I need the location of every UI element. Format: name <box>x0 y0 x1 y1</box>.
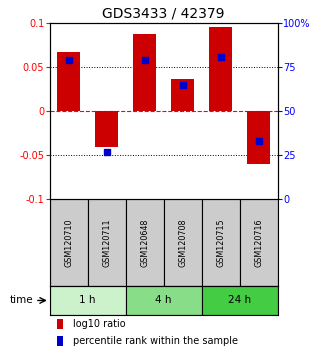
Bar <box>202 200 240 286</box>
Text: 24 h: 24 h <box>228 296 251 306</box>
Point <box>142 57 147 63</box>
Bar <box>240 200 278 286</box>
Text: 4 h: 4 h <box>155 296 172 306</box>
Text: GSM120716: GSM120716 <box>254 218 263 267</box>
Bar <box>171 79 194 111</box>
Bar <box>164 200 202 286</box>
Bar <box>209 27 232 111</box>
Text: GSM120710: GSM120710 <box>64 218 73 267</box>
Point <box>66 57 71 63</box>
Bar <box>88 200 126 286</box>
Point <box>180 82 185 87</box>
Bar <box>202 286 278 315</box>
Text: log10 ratio: log10 ratio <box>73 319 125 329</box>
Text: 1 h: 1 h <box>80 296 96 306</box>
Text: time: time <box>10 296 34 306</box>
Text: GSM120708: GSM120708 <box>178 218 187 267</box>
Point <box>218 54 223 59</box>
Bar <box>56 336 64 346</box>
Text: GSM120711: GSM120711 <box>102 218 111 267</box>
Point <box>104 149 109 155</box>
Text: percentile rank within the sample: percentile rank within the sample <box>73 336 238 346</box>
Bar <box>95 111 118 147</box>
Bar <box>50 200 88 286</box>
Text: GSM120648: GSM120648 <box>140 218 149 267</box>
Point <box>256 138 261 144</box>
Bar <box>133 34 156 111</box>
Title: GDS3433 / 42379: GDS3433 / 42379 <box>102 6 225 21</box>
Text: GSM120715: GSM120715 <box>216 218 225 267</box>
Bar <box>247 111 270 164</box>
Bar <box>126 200 164 286</box>
Bar <box>50 286 126 315</box>
Bar <box>57 52 80 111</box>
Bar <box>56 319 64 329</box>
Bar <box>126 286 202 315</box>
